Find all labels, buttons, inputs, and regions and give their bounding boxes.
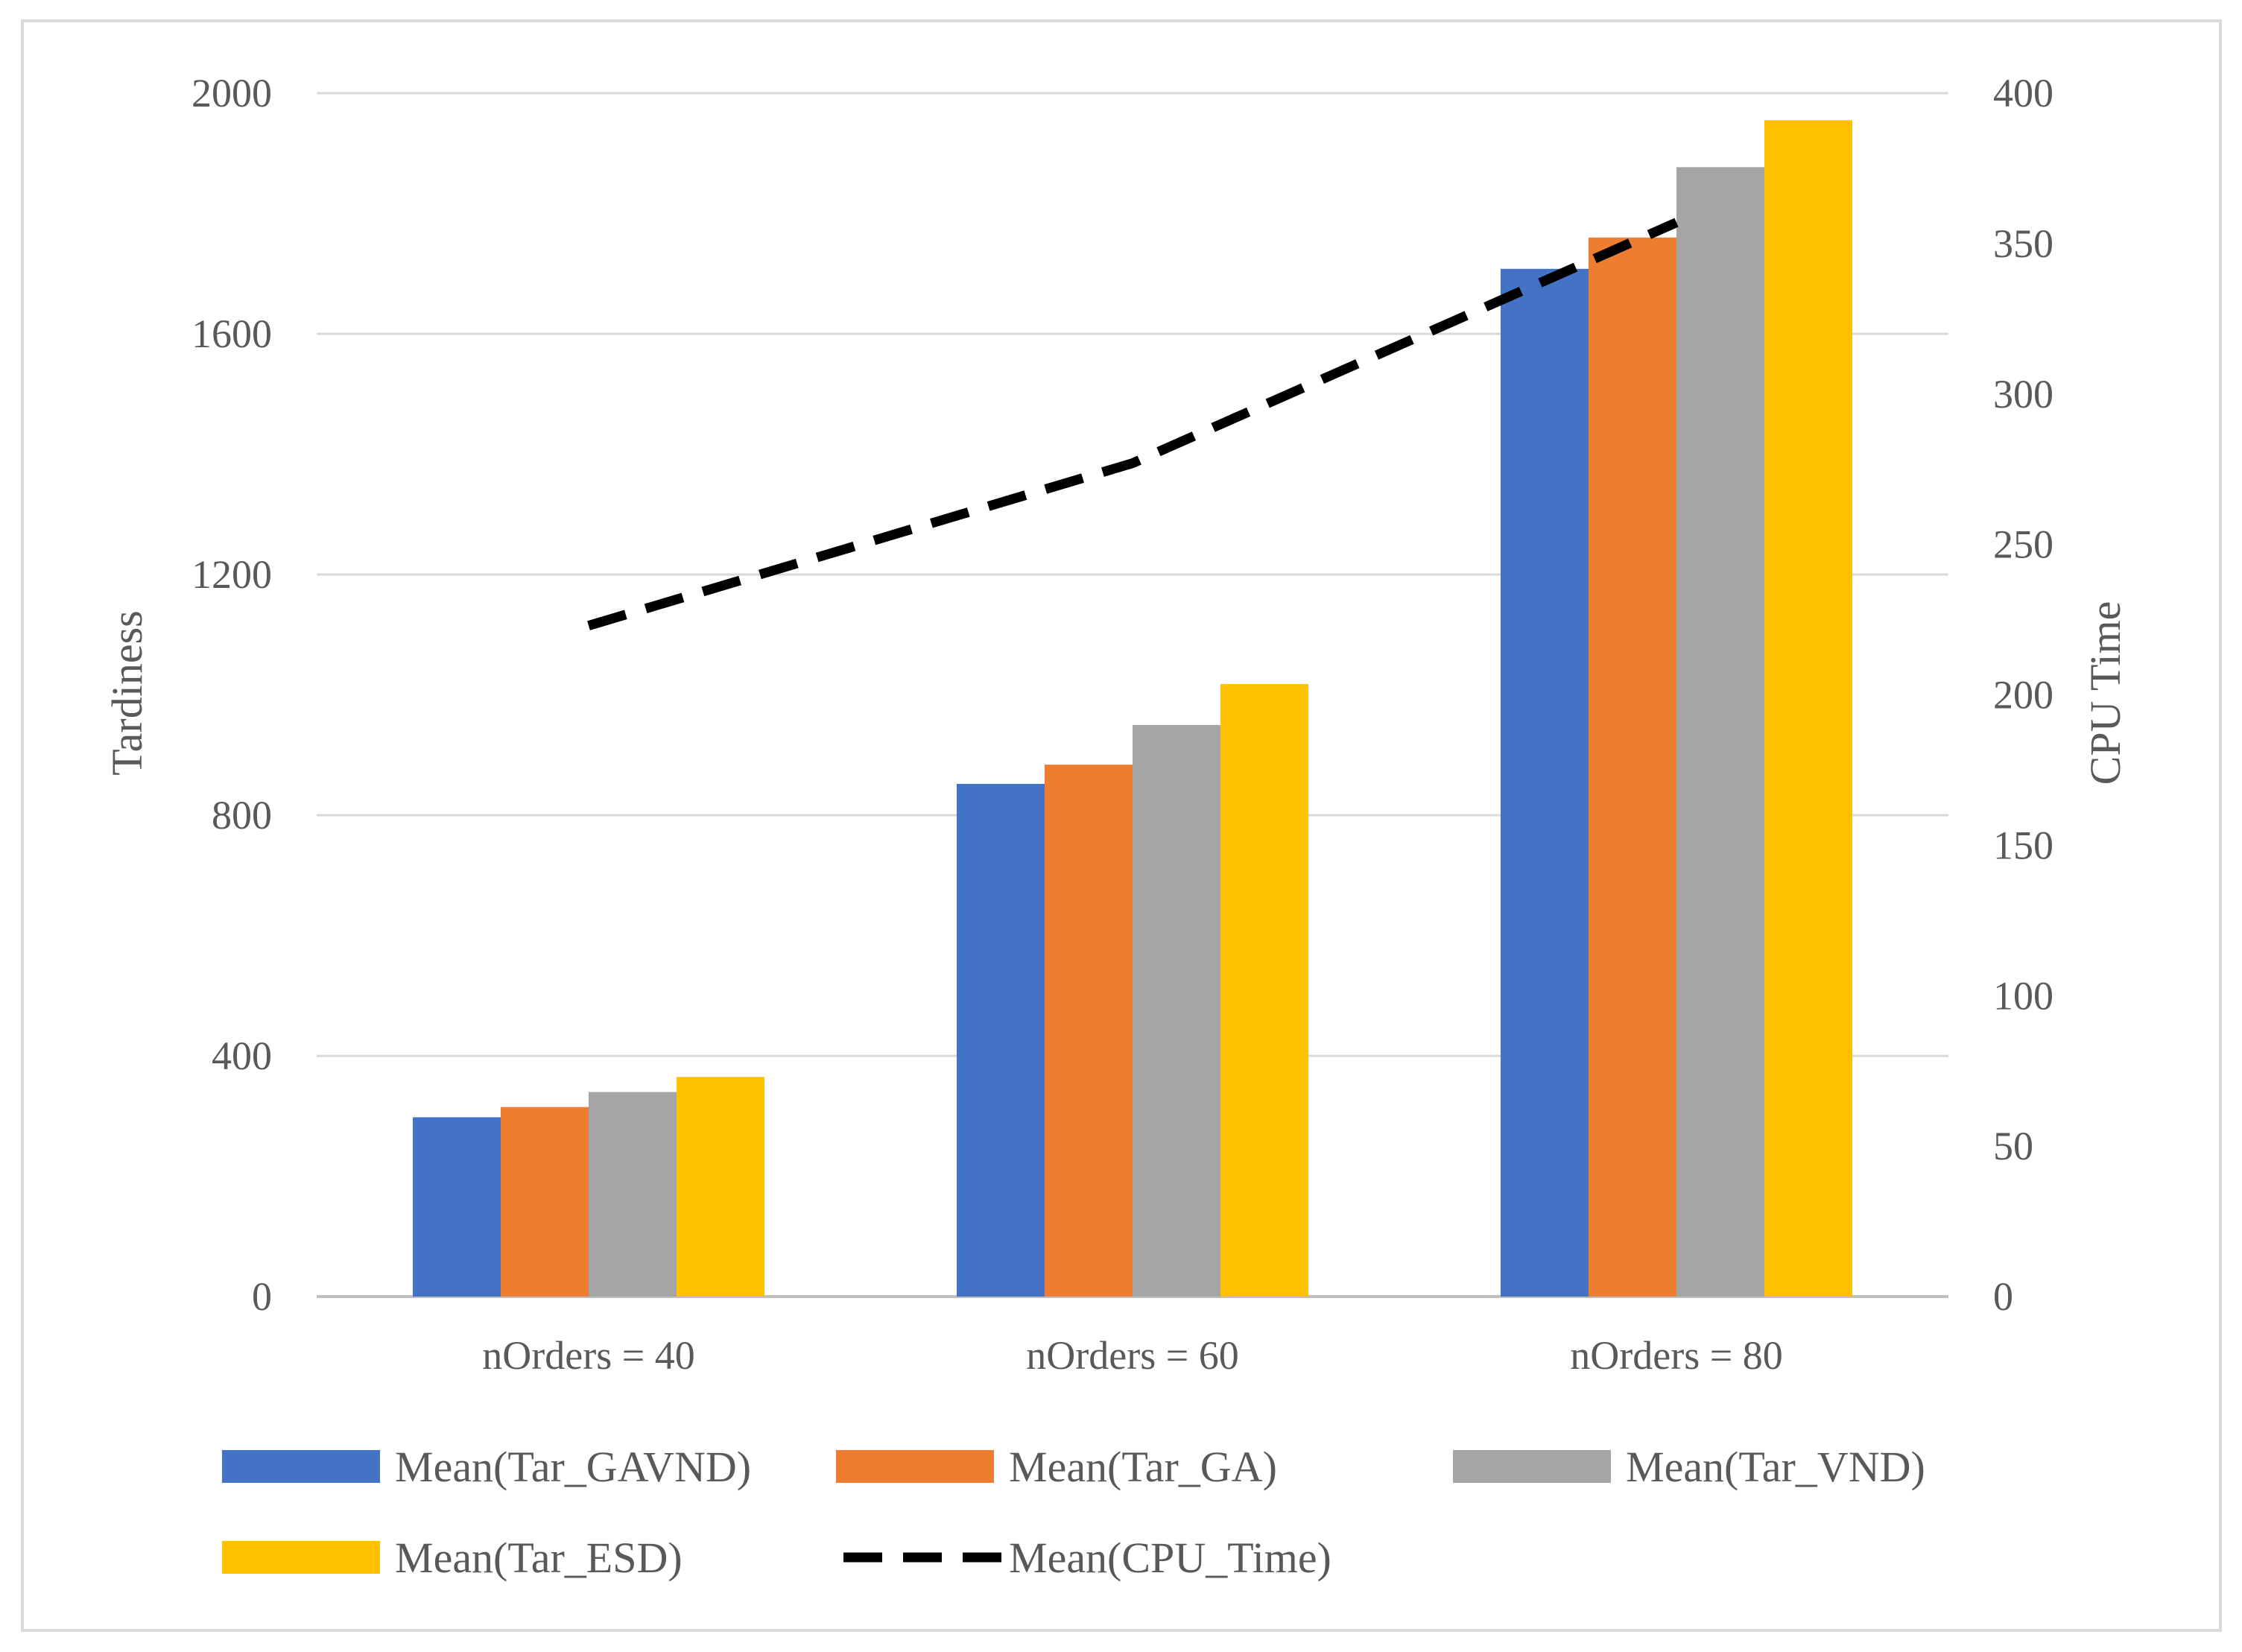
bar-mean-tar-vnd — [1676, 167, 1764, 1297]
legend-swatch-mean-tar-ga — [836, 1450, 994, 1483]
y-axis-title: Tardiness — [103, 610, 151, 775]
bar-mean-tar-ga — [501, 1107, 589, 1297]
legend-label-mean-tar-esd: Mean(Tar_ESD) — [395, 1534, 683, 1582]
y2-tick-label: 0 — [1993, 1274, 2013, 1319]
x-tick-label: nOrders = 40 — [482, 1333, 694, 1378]
legend-label-mean-tar-ga: Mean(Tar_GA) — [1009, 1443, 1277, 1491]
y-tick-label: 2000 — [191, 71, 272, 115]
legend: Mean(Tar_GAVND) Mean(Tar_GA) Mean(Tar_VND)… — [222, 1443, 1925, 1582]
x-tick-label: nOrders = 60 — [1026, 1333, 1238, 1378]
bars — [413, 120, 1852, 1297]
bar-mean-tar-ga — [1589, 237, 1676, 1297]
legend-swatch-mean-tar-vnd — [1453, 1450, 1611, 1483]
y2-tick-label: 200 — [1993, 673, 2053, 718]
bar-mean-tar-ga — [1045, 765, 1133, 1297]
legend-label-mean-cpu-time: Mean(CPU_Time) — [1009, 1534, 1331, 1582]
y-tick-label: 1600 — [191, 311, 272, 356]
tick-labels: 0 400 800 1200 1600 2000 0 50 100 150 200 250 300 350… — [191, 71, 2053, 1378]
bar-mean-tar-esd — [1220, 683, 1308, 1297]
y2-tick-label: 150 — [1993, 823, 2053, 867]
bar-mean-tar-esd — [1764, 120, 1852, 1297]
y2-tick-label: 350 — [1993, 221, 2053, 266]
bar-mean-tar-esd — [677, 1077, 764, 1297]
y2-tick-label: 100 — [1993, 973, 2053, 1018]
y-tick-label: 800 — [212, 793, 272, 838]
bar-mean-tar-gavnd — [957, 784, 1045, 1297]
y2-axis-title: CPU Time — [2081, 601, 2129, 785]
cpu-time-line-group — [587, 218, 1679, 630]
bar-mean-tar-gavnd — [413, 1117, 501, 1297]
legend-label-mean-tar-gavnd: Mean(Tar_GAVND) — [395, 1443, 751, 1491]
y-tick-label: 0 — [252, 1274, 272, 1319]
y2-tick-label: 250 — [1993, 522, 2053, 567]
y2-tick-label: 300 — [1993, 372, 2053, 417]
legend-label-mean-tar-vnd: Mean(Tar_VND) — [1626, 1443, 1925, 1491]
x-tick-label: nOrders = 80 — [1570, 1333, 1782, 1378]
bar-mean-tar-vnd — [1133, 724, 1220, 1297]
legend-swatch-mean-tar-gavnd — [222, 1450, 380, 1483]
bar-mean-tar-gavnd — [1501, 268, 1589, 1297]
line-mean-cpu-time — [587, 218, 1679, 630]
y-tick-label: 1200 — [191, 552, 272, 597]
y-tick-label: 400 — [212, 1034, 272, 1078]
bar-mean-tar-vnd — [589, 1092, 677, 1297]
y2-tick-label: 50 — [1993, 1124, 2033, 1168]
y2-tick-label: 400 — [1993, 71, 2053, 115]
legend-swatch-mean-tar-esd — [222, 1541, 380, 1574]
